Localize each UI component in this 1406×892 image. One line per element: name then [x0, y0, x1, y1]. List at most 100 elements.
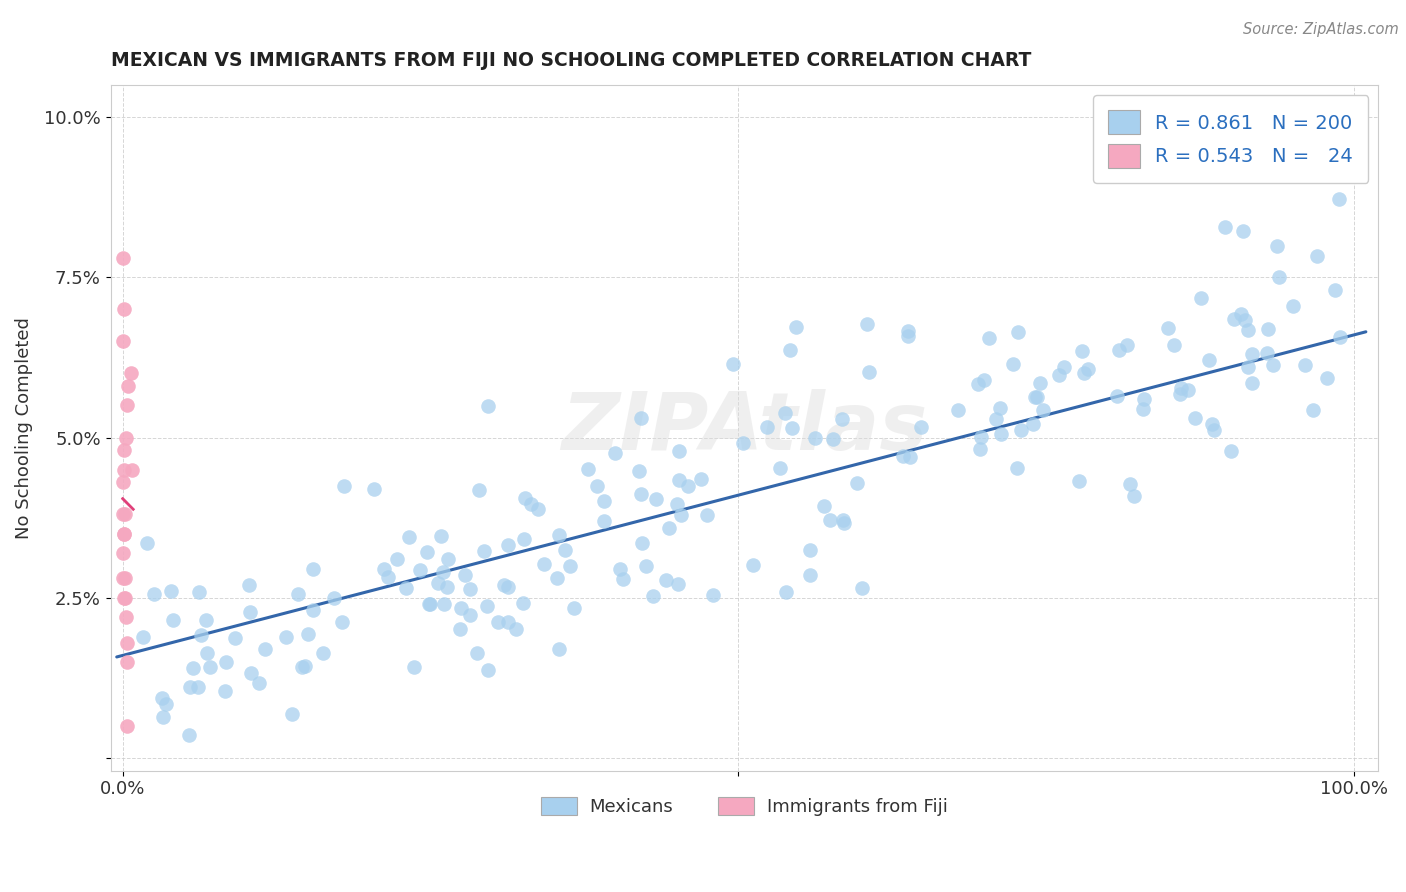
Point	[395, 581, 418, 595]
Text: Source: ZipAtlas.com: Source: ZipAtlas.com	[1243, 22, 1399, 37]
Point	[612, 573, 634, 587]
Point	[1294, 358, 1316, 372]
Point	[512, 595, 534, 609]
Point	[297, 626, 319, 640]
Point	[112, 546, 135, 560]
Point	[967, 376, 990, 391]
Point	[721, 357, 744, 371]
Point	[111, 475, 134, 490]
Point	[162, 614, 184, 628]
Point	[1115, 338, 1137, 352]
Point	[398, 529, 420, 543]
Point	[402, 659, 425, 673]
Point	[496, 538, 519, 552]
Point	[780, 421, 803, 435]
Point	[155, 697, 177, 711]
Point	[430, 529, 453, 543]
Point	[1220, 444, 1243, 458]
Y-axis label: No Schooling Completed: No Schooling Completed	[15, 317, 32, 539]
Point	[785, 319, 807, 334]
Point	[112, 462, 135, 476]
Point	[603, 446, 626, 460]
Point	[636, 559, 658, 574]
Point	[546, 571, 568, 585]
Point	[910, 419, 932, 434]
Point	[132, 631, 155, 645]
Point	[215, 656, 238, 670]
Point	[494, 578, 516, 592]
Point	[322, 591, 344, 605]
Point	[496, 615, 519, 630]
Point	[858, 365, 880, 379]
Point	[779, 343, 801, 357]
Point	[121, 462, 143, 476]
Point	[515, 491, 537, 505]
Point	[627, 464, 650, 478]
Point	[112, 302, 135, 317]
Point	[150, 690, 173, 705]
Point	[302, 562, 325, 576]
Point	[117, 399, 139, 413]
Point	[291, 660, 314, 674]
Point	[187, 680, 209, 694]
Point	[183, 661, 205, 675]
Point	[112, 526, 135, 541]
Point	[1107, 389, 1129, 403]
Point	[742, 558, 765, 573]
Point	[112, 591, 135, 605]
Point	[1261, 358, 1284, 372]
Point	[630, 536, 652, 550]
Point	[111, 334, 134, 349]
Point	[696, 508, 718, 522]
Point	[1163, 338, 1185, 352]
Point	[554, 543, 576, 558]
Point	[1256, 346, 1278, 360]
Point	[114, 508, 136, 522]
Point	[239, 606, 262, 620]
Point	[1067, 474, 1090, 488]
Point	[1047, 368, 1070, 382]
Legend: Mexicans, Immigrants from Fiji: Mexicans, Immigrants from Fiji	[533, 789, 955, 823]
Point	[668, 444, 690, 458]
Point	[666, 497, 689, 511]
Point	[731, 435, 754, 450]
Point	[477, 663, 499, 677]
Point	[831, 412, 853, 426]
Point	[562, 600, 585, 615]
Point	[818, 513, 841, 527]
Point	[239, 666, 262, 681]
Point	[120, 367, 142, 381]
Point	[969, 442, 991, 457]
Point	[1201, 417, 1223, 431]
Point	[1168, 387, 1191, 401]
Point	[432, 566, 454, 580]
Point	[1007, 325, 1029, 339]
Point	[238, 578, 260, 592]
Point	[851, 581, 873, 595]
Point	[973, 373, 995, 387]
Point	[856, 317, 879, 331]
Point	[198, 660, 221, 674]
Point	[1053, 359, 1076, 374]
Point	[195, 613, 218, 627]
Point	[548, 528, 571, 542]
Point	[669, 508, 692, 522]
Point	[1240, 376, 1263, 390]
Point	[984, 411, 1007, 425]
Point	[1237, 323, 1260, 337]
Point	[415, 545, 437, 559]
Point	[804, 431, 827, 445]
Point	[592, 515, 614, 529]
Point	[1005, 461, 1028, 475]
Point	[333, 479, 356, 493]
Point	[1133, 392, 1156, 406]
Point	[254, 642, 277, 657]
Text: ZIPAtlas: ZIPAtlas	[561, 389, 928, 467]
Point	[1198, 353, 1220, 368]
Point	[247, 676, 270, 690]
Point	[505, 622, 527, 636]
Point	[527, 501, 550, 516]
Point	[1132, 401, 1154, 416]
Point	[419, 597, 441, 611]
Point	[1028, 376, 1050, 390]
